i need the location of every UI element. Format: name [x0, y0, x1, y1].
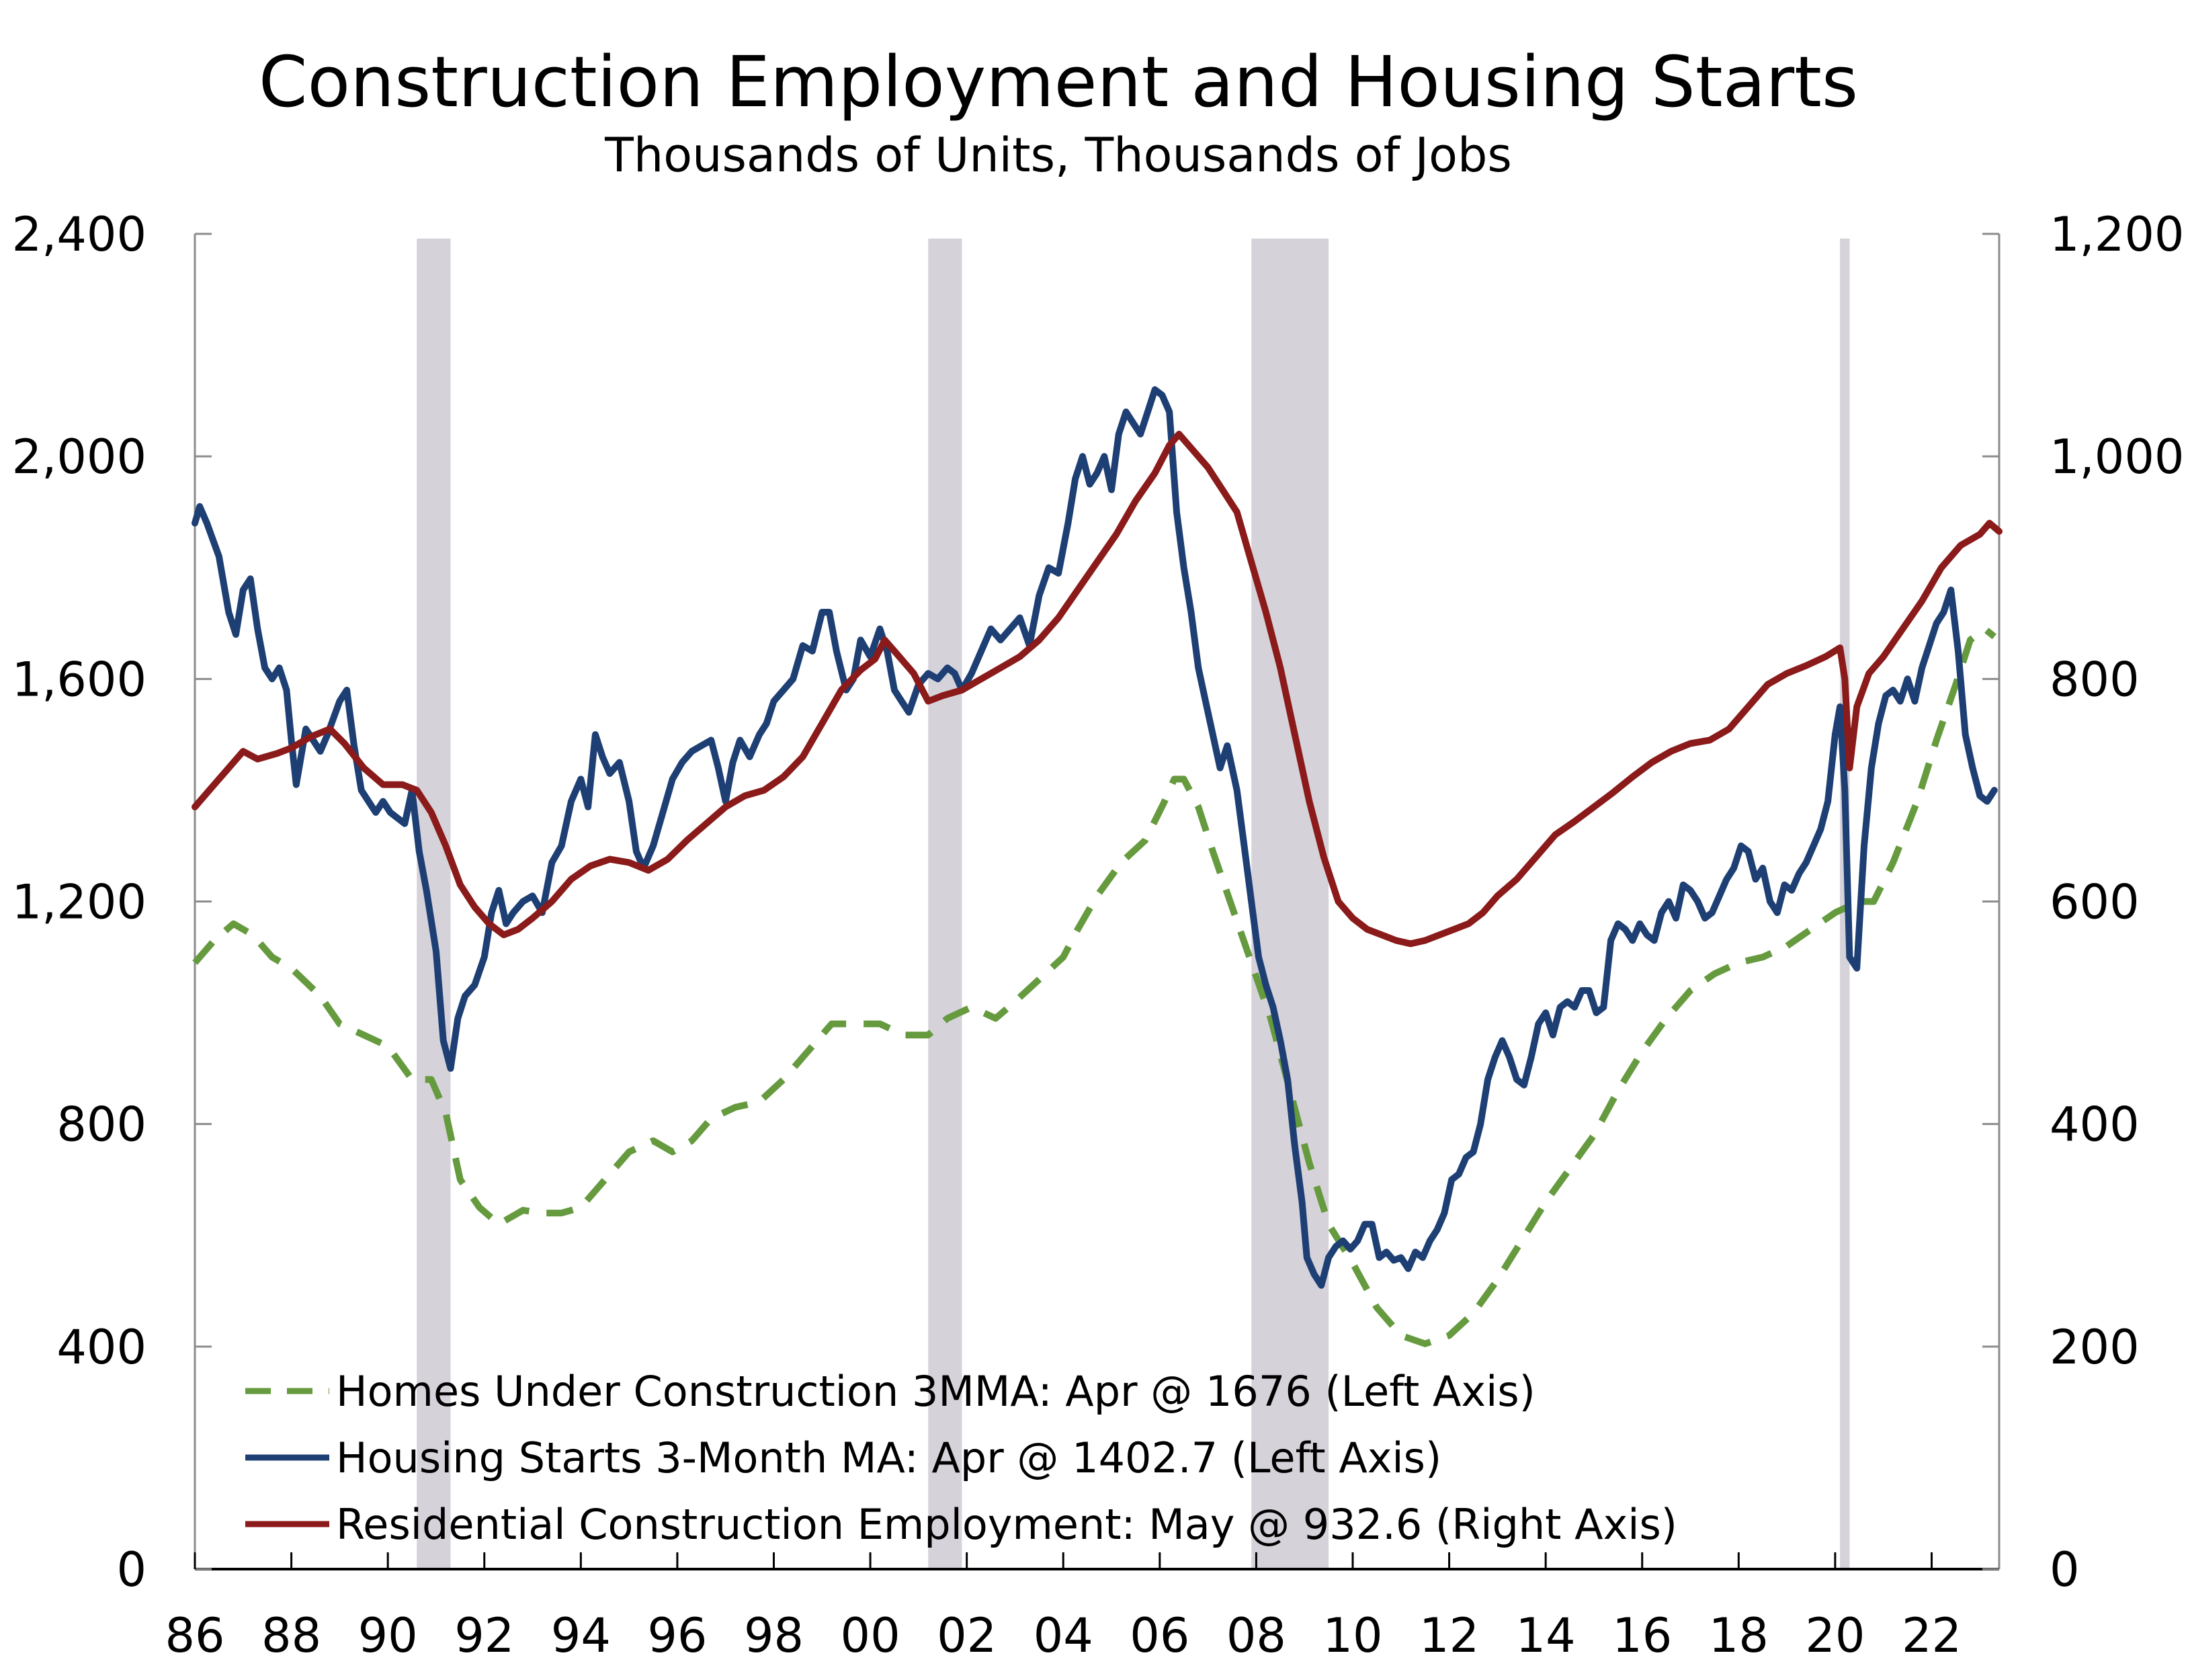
- left-tick-label-3: 1,200: [12, 875, 146, 930]
- left-tick-label-2: 800: [56, 1097, 146, 1152]
- x-tick-label-9: 04: [1034, 1608, 1093, 1663]
- series-lines: [192, 386, 2003, 1347]
- right-tick-label-4: 800: [2050, 652, 2140, 707]
- legend-label-residential-employment: Residential Construction Employment: May…: [336, 1500, 1677, 1549]
- right-tick-label-6: 1,200: [2050, 207, 2184, 262]
- right-tick-label-5: 1,000: [2050, 429, 2184, 485]
- chart-title: Construction Employment and Housing Star…: [259, 41, 1858, 123]
- x-tick-label-17: 20: [1805, 1608, 1865, 1663]
- legend-label-housing-starts: Housing Starts 3-Month MA: Apr @ 1402.7 …: [336, 1433, 1441, 1482]
- x-tick-label-13: 12: [1419, 1608, 1479, 1663]
- left-tick-label-5: 2,000: [12, 429, 146, 485]
- homes-under-construction-line: [192, 625, 1996, 1347]
- x-tick-label-18: 22: [1902, 1608, 1962, 1663]
- x-tick-label-4: 94: [551, 1608, 611, 1663]
- left-tick-label-0: 0: [116, 1542, 146, 1597]
- left-tick-label-1: 400: [56, 1320, 146, 1375]
- right-tick-label-2: 400: [2050, 1097, 2140, 1152]
- x-tick-label-11: 08: [1226, 1608, 1286, 1663]
- recession-bar-2: [1251, 239, 1329, 1569]
- left-tick-label-4: 1,600: [12, 652, 146, 707]
- x-tick-label-10: 06: [1130, 1608, 1189, 1663]
- x-tick-label-12: 10: [1322, 1608, 1382, 1663]
- recession-bars: [417, 239, 1850, 1569]
- chart-subtitle: Thousands of Units, Thousands of Jobs: [604, 128, 1512, 183]
- x-tick-label-14: 14: [1516, 1608, 1576, 1663]
- legend-label-homes-under-construction: Homes Under Construction 3MMA: Apr @ 167…: [336, 1367, 1535, 1416]
- axes: 04008001,2001,6002,0002,4000200400600800…: [12, 207, 2185, 1663]
- x-tick-label-16: 18: [1709, 1608, 1769, 1663]
- left-tick-label-6: 2,400: [12, 207, 146, 262]
- right-tick-label-1: 200: [2050, 1320, 2140, 1375]
- residential-employment-line: [192, 431, 2003, 948]
- x-tick-label-3: 92: [454, 1608, 514, 1663]
- housing-starts-line: [192, 386, 1998, 1289]
- x-tick-label-8: 02: [937, 1608, 997, 1663]
- x-tick-label-2: 90: [358, 1608, 418, 1663]
- x-tick-label-7: 00: [841, 1608, 900, 1663]
- legend: Homes Under Construction 3MMA: Apr @ 167…: [245, 1367, 1677, 1549]
- x-tick-label-6: 98: [744, 1608, 804, 1663]
- recession-bar-0: [417, 239, 451, 1569]
- right-tick-label-0: 0: [2050, 1542, 2080, 1597]
- right-tick-label-3: 600: [2050, 875, 2140, 930]
- recession-bar-1: [928, 239, 962, 1569]
- x-tick-label-5: 96: [647, 1608, 707, 1663]
- x-tick-label-0: 86: [165, 1608, 224, 1663]
- x-tick-label-15: 16: [1612, 1608, 1672, 1663]
- x-tick-label-1: 88: [261, 1608, 321, 1663]
